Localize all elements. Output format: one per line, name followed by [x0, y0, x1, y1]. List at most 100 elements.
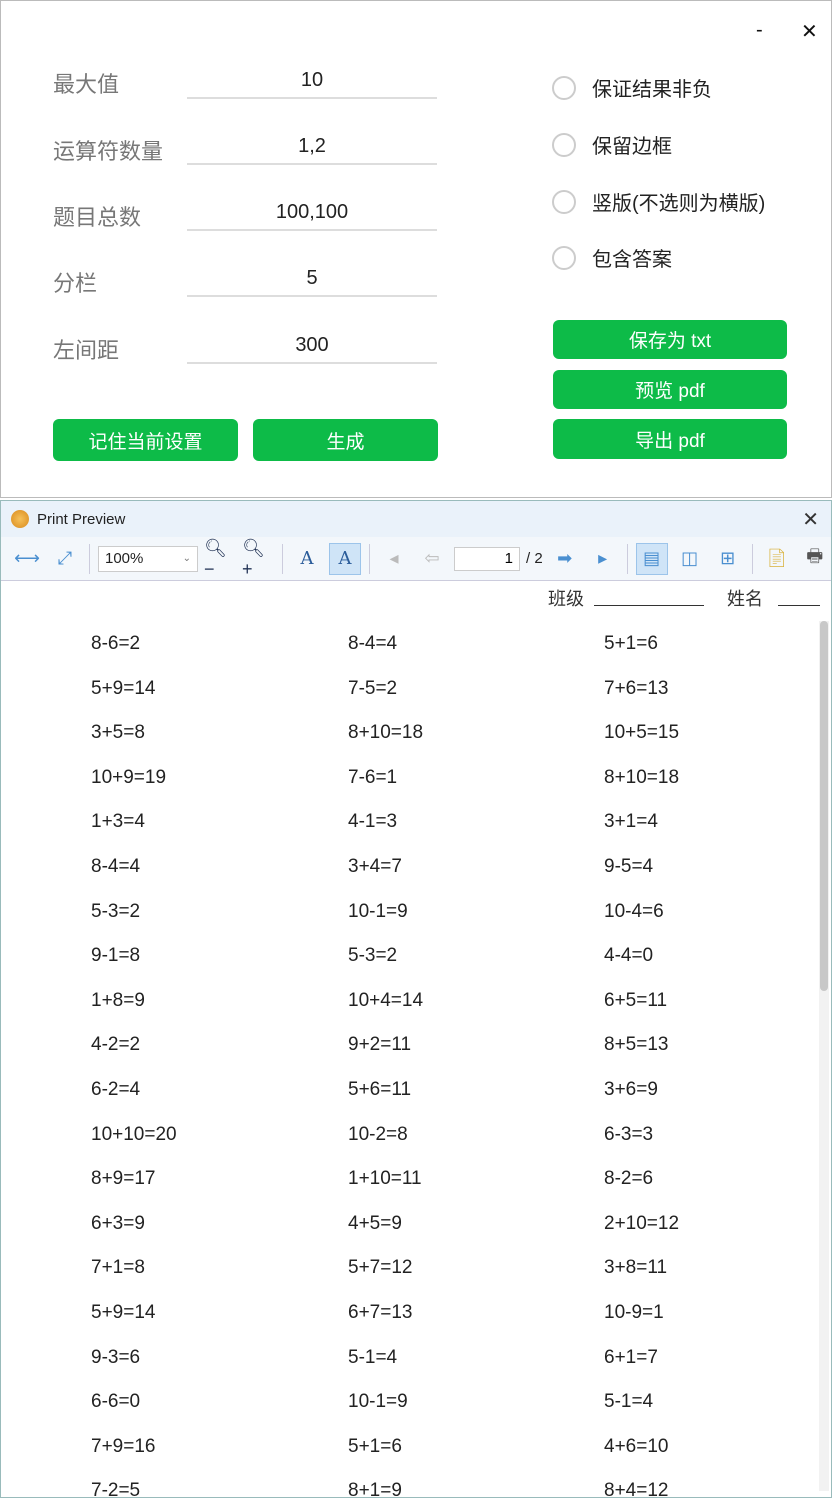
equation: 4-4=0 [604, 945, 654, 967]
save-txt-button[interactable]: 保存为 txt [553, 320, 787, 359]
option-label: 保证结果非负 [592, 79, 712, 101]
multi-page-icon[interactable]: ⊞ [720, 548, 736, 568]
operator-count-label: 运算符数量 [53, 139, 164, 164]
two-pages-icon[interactable]: ◫ [681, 548, 699, 568]
equation: 10-9=1 [604, 1302, 664, 1323]
radio-icon[interactable] [552, 132, 576, 157]
name-blank [778, 605, 820, 606]
equation: 6+3=9 [91, 1212, 145, 1234]
portrait-icon[interactable]: A [300, 548, 314, 569]
option-keep-border[interactable]: 保留边框 [552, 130, 672, 159]
window-title: Print Preview [37, 510, 126, 528]
single-page-icon[interactable]: ▤ [635, 542, 668, 575]
equation: 9-5=4 [604, 856, 654, 877]
option-include-answers[interactable]: 包含答案 [552, 243, 672, 272]
page-setup-icon[interactable]: 📄︎ [765, 548, 789, 568]
fit-page-icon[interactable]: ⤢ [57, 548, 73, 568]
columns-label: 分栏 [53, 271, 98, 296]
print-preview-window: Print Preview ✕ ⟷ ⤢ 100% ⌄ 🔍︎− 🔍︎+ A A ◂ … [0, 500, 832, 1498]
equation: 6+5=11 [604, 989, 668, 1011]
page-number-input[interactable]: 1 [454, 546, 520, 571]
preview-pdf-button[interactable]: 预览 pdf [553, 370, 787, 409]
equation: 10+10=20 [91, 1123, 177, 1145]
equation: 8+4=12 [604, 1480, 669, 1497]
max-value-input[interactable] [187, 63, 437, 99]
preview-page: 班级 姓名 8-6=2 8-4=4 5+1=6 5+9=14 7-5=2 7+6=13 3+… [1, 581, 831, 1497]
equation: 10-4=6 [604, 900, 664, 922]
equation: 9-3=6 [91, 1346, 141, 1368]
equation: 5+6=11 [348, 1079, 412, 1100]
class-blank [594, 605, 704, 606]
remember-settings-button[interactable]: 记住当前设置 [53, 419, 238, 461]
equation: 8+1=9 [348, 1480, 402, 1497]
radio-icon[interactable] [552, 245, 576, 270]
radio-icon[interactable] [552, 75, 576, 100]
preview-close-button[interactable]: ✕ [802, 509, 819, 531]
equation: 5-3=2 [348, 945, 398, 967]
equation: 10-2=8 [348, 1123, 408, 1145]
columns-input[interactable] [187, 261, 437, 297]
zoom-out-icon[interactable]: 🔍︎− [204, 537, 227, 579]
chevron-down-icon: ⌄ [182, 553, 191, 564]
equation: 8-6=2 [91, 633, 141, 654]
equation: 9+2=11 [348, 1034, 412, 1056]
option-label: 包含答案 [592, 249, 672, 271]
first-page-icon[interactable]: ◂ [389, 548, 399, 568]
fit-width-icon[interactable]: ⟷ [14, 548, 40, 568]
left-margin-label: 左间距 [53, 338, 120, 363]
next-page-icon[interactable]: ➡ [557, 548, 573, 568]
zoom-select[interactable]: 100% ⌄ [98, 545, 198, 572]
option-vertical[interactable]: 竖版(不选则为横版) [552, 187, 765, 216]
equation: 5-3=2 [91, 900, 141, 922]
landscape-icon[interactable]: A [329, 542, 361, 575]
equation: 5+9=14 [91, 1302, 156, 1323]
radio-icon[interactable] [552, 189, 576, 214]
equation: 10+4=14 [348, 989, 424, 1011]
scrollbar-thumb[interactable] [820, 621, 828, 991]
title-bar: Print Preview ✕ [1, 501, 831, 537]
operator-count-input[interactable] [187, 129, 437, 165]
scrollbar[interactable] [819, 621, 829, 1491]
equation: 7+6=13 [604, 677, 669, 699]
close-button[interactable]: ✕ [801, 21, 818, 43]
equation: 4+6=10 [604, 1435, 669, 1457]
divider [282, 543, 283, 574]
equation: 5+7=12 [348, 1257, 413, 1279]
equation: 1+10=11 [348, 1168, 422, 1190]
equation: 10+9=19 [91, 766, 167, 788]
print-icon[interactable]: 🖶 [806, 545, 824, 566]
zoom-in-icon[interactable]: 🔍︎+ [242, 537, 265, 579]
equation: 9-1=8 [91, 945, 141, 967]
divider [751, 543, 753, 574]
equation: 5+1=6 [348, 1435, 402, 1457]
minimize-button[interactable]: - [756, 19, 763, 41]
equation: 2+10=12 [604, 1212, 680, 1234]
export-pdf-button[interactable]: 导出 pdf [553, 419, 787, 459]
equation: 5-1=4 [348, 1346, 398, 1368]
equation: 5+1=6 [604, 633, 658, 654]
equation: 1+3=4 [91, 811, 145, 833]
equation: 3+4=7 [348, 856, 402, 877]
class-label: 班级 [548, 589, 584, 609]
last-page-icon[interactable]: ▸ [598, 548, 608, 568]
equation: 8+10=18 [604, 766, 680, 788]
equation: 3+5=8 [91, 722, 145, 744]
equation: 6+1=7 [604, 1346, 658, 1368]
equation: 7-6=1 [348, 766, 398, 788]
equation: 7-5=2 [348, 677, 398, 699]
total-questions-input[interactable] [187, 195, 437, 231]
equation: 7+1=8 [91, 1257, 145, 1279]
equation: 3+8=11 [604, 1257, 668, 1279]
previous-page-icon[interactable]: ⇦ [424, 548, 440, 568]
settings-window: - ✕ 最大值 运算符数量 题目总数 分栏 左间距 保证结果非负 保留边框 竖版… [0, 0, 832, 498]
equation: 8+10=18 [348, 722, 424, 744]
option-non-negative[interactable]: 保证结果非负 [552, 73, 712, 102]
app-icon [11, 510, 29, 528]
name-label: 姓名 [727, 589, 763, 609]
equation: 7+9=16 [91, 1435, 156, 1457]
generate-button[interactable]: 生成 [253, 419, 438, 461]
left-margin-input[interactable] [187, 328, 437, 364]
divider [626, 543, 628, 574]
toolbar: ⟷ ⤢ 100% ⌄ 🔍︎− 🔍︎+ A A ◂ ⇦ 1 / 2 ➡ ▸ ▤ ◫ … [1, 537, 831, 581]
equation: 1+8=9 [91, 989, 145, 1011]
